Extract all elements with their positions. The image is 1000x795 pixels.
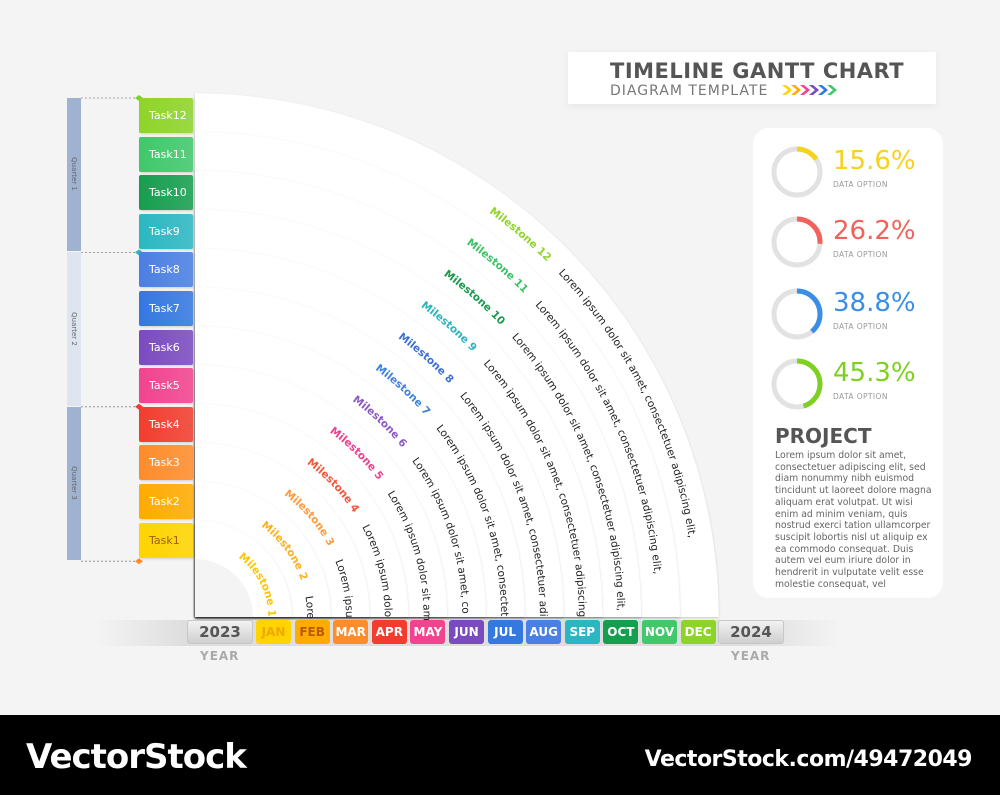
donut-fill (771, 358, 823, 410)
task-11: Task11 (139, 136, 193, 172)
month-oct: OCT (603, 620, 639, 644)
end-year-caption: YEAR (731, 649, 771, 663)
task-9: Task9 (139, 213, 193, 249)
donut-chart (771, 216, 823, 268)
donut-chart (771, 288, 823, 340)
stat-value: 38.8% (833, 288, 916, 318)
month-aug: AUG (526, 620, 562, 644)
diagram-title: TIMELINE GANTT CHART (610, 59, 905, 83)
stat-1: 15.6% DATA OPTION (769, 144, 939, 200)
task-4: Task4 (139, 406, 193, 442)
task-8: Task8 (139, 252, 193, 288)
title-box: TIMELINE GANTT CHART DIAGRAM TEMPLATE (568, 52, 936, 104)
task-2: Task2 (139, 484, 193, 519)
chevron-arrows-icon (782, 85, 837, 95)
month-jul: JUL (487, 620, 523, 644)
donut-chart (771, 358, 823, 410)
bracket-marker-icon (135, 558, 143, 565)
month-may: MAY (410, 620, 446, 644)
project-title: PROJECT (775, 424, 872, 448)
end-year: 2024 (718, 620, 784, 644)
stat-4: 45.3% DATA OPTION (769, 356, 939, 412)
stat-value: 26.2% (833, 216, 916, 246)
start-year-caption: YEAR (200, 649, 240, 663)
month-nov: NOV (642, 620, 677, 644)
diagram-subtitle: DIAGRAM TEMPLATE (610, 83, 769, 99)
stat-label: DATA OPTION (833, 322, 888, 331)
month-dec: DEC (680, 620, 716, 644)
gantt-fan: Milestone 1LoremMilestone 2Lorem ipsumMi… (0, 0, 719, 621)
month-apr: APR (371, 620, 407, 644)
month-sep: SEP (564, 620, 600, 644)
stat-3: 38.8% DATA OPTION (769, 286, 939, 342)
quarter-bar-2 (67, 252, 81, 406)
donut-fill (771, 288, 823, 340)
quarter-bar-1 (67, 98, 81, 252)
task-6: Task6 (139, 329, 193, 365)
quarter-bar-3 (67, 406, 81, 561)
donut-fill (771, 216, 823, 268)
fan-hub (195, 559, 253, 617)
start-year: 2023 (187, 620, 253, 644)
diagram-area: Milestone 1LoremMilestone 2Lorem ipsumMi… (0, 0, 1000, 715)
stat-label: DATA OPTION (833, 180, 888, 189)
stat-label: DATA OPTION (833, 250, 888, 259)
stat-2: 26.2% DATA OPTION (769, 214, 939, 270)
brand-image-id: VectorStock.com/49472049 (644, 747, 973, 772)
month-jan: JAN (256, 620, 291, 644)
month-jun: JUN (449, 620, 484, 644)
project-description: Lorem ipsum dolor sit amet, consectetuer… (775, 450, 932, 590)
month-mar: MAR (333, 620, 369, 644)
task-3: Task3 (139, 445, 193, 481)
task-5: Task5 (139, 368, 193, 404)
donut-fill (771, 146, 823, 198)
brand-logo: VectorStock (26, 737, 247, 777)
donut-chart (771, 146, 823, 198)
task-7: Task7 (139, 291, 193, 326)
month-feb: FEB (294, 620, 330, 644)
stat-value: 15.6% (833, 146, 916, 176)
task-10: Task10 (139, 175, 193, 211)
stat-value: 45.3% (833, 358, 916, 388)
task-1: Task1 (139, 522, 193, 558)
stat-label: DATA OPTION (833, 392, 888, 401)
watermark-footer: VectorStock VectorStock.com/49472049 (0, 715, 1000, 795)
task-12: Task12 (139, 98, 193, 133)
stats-panel: 15.6% DATA OPTION 26.2% DATA OPTION 38.8% DAT… (753, 128, 943, 598)
